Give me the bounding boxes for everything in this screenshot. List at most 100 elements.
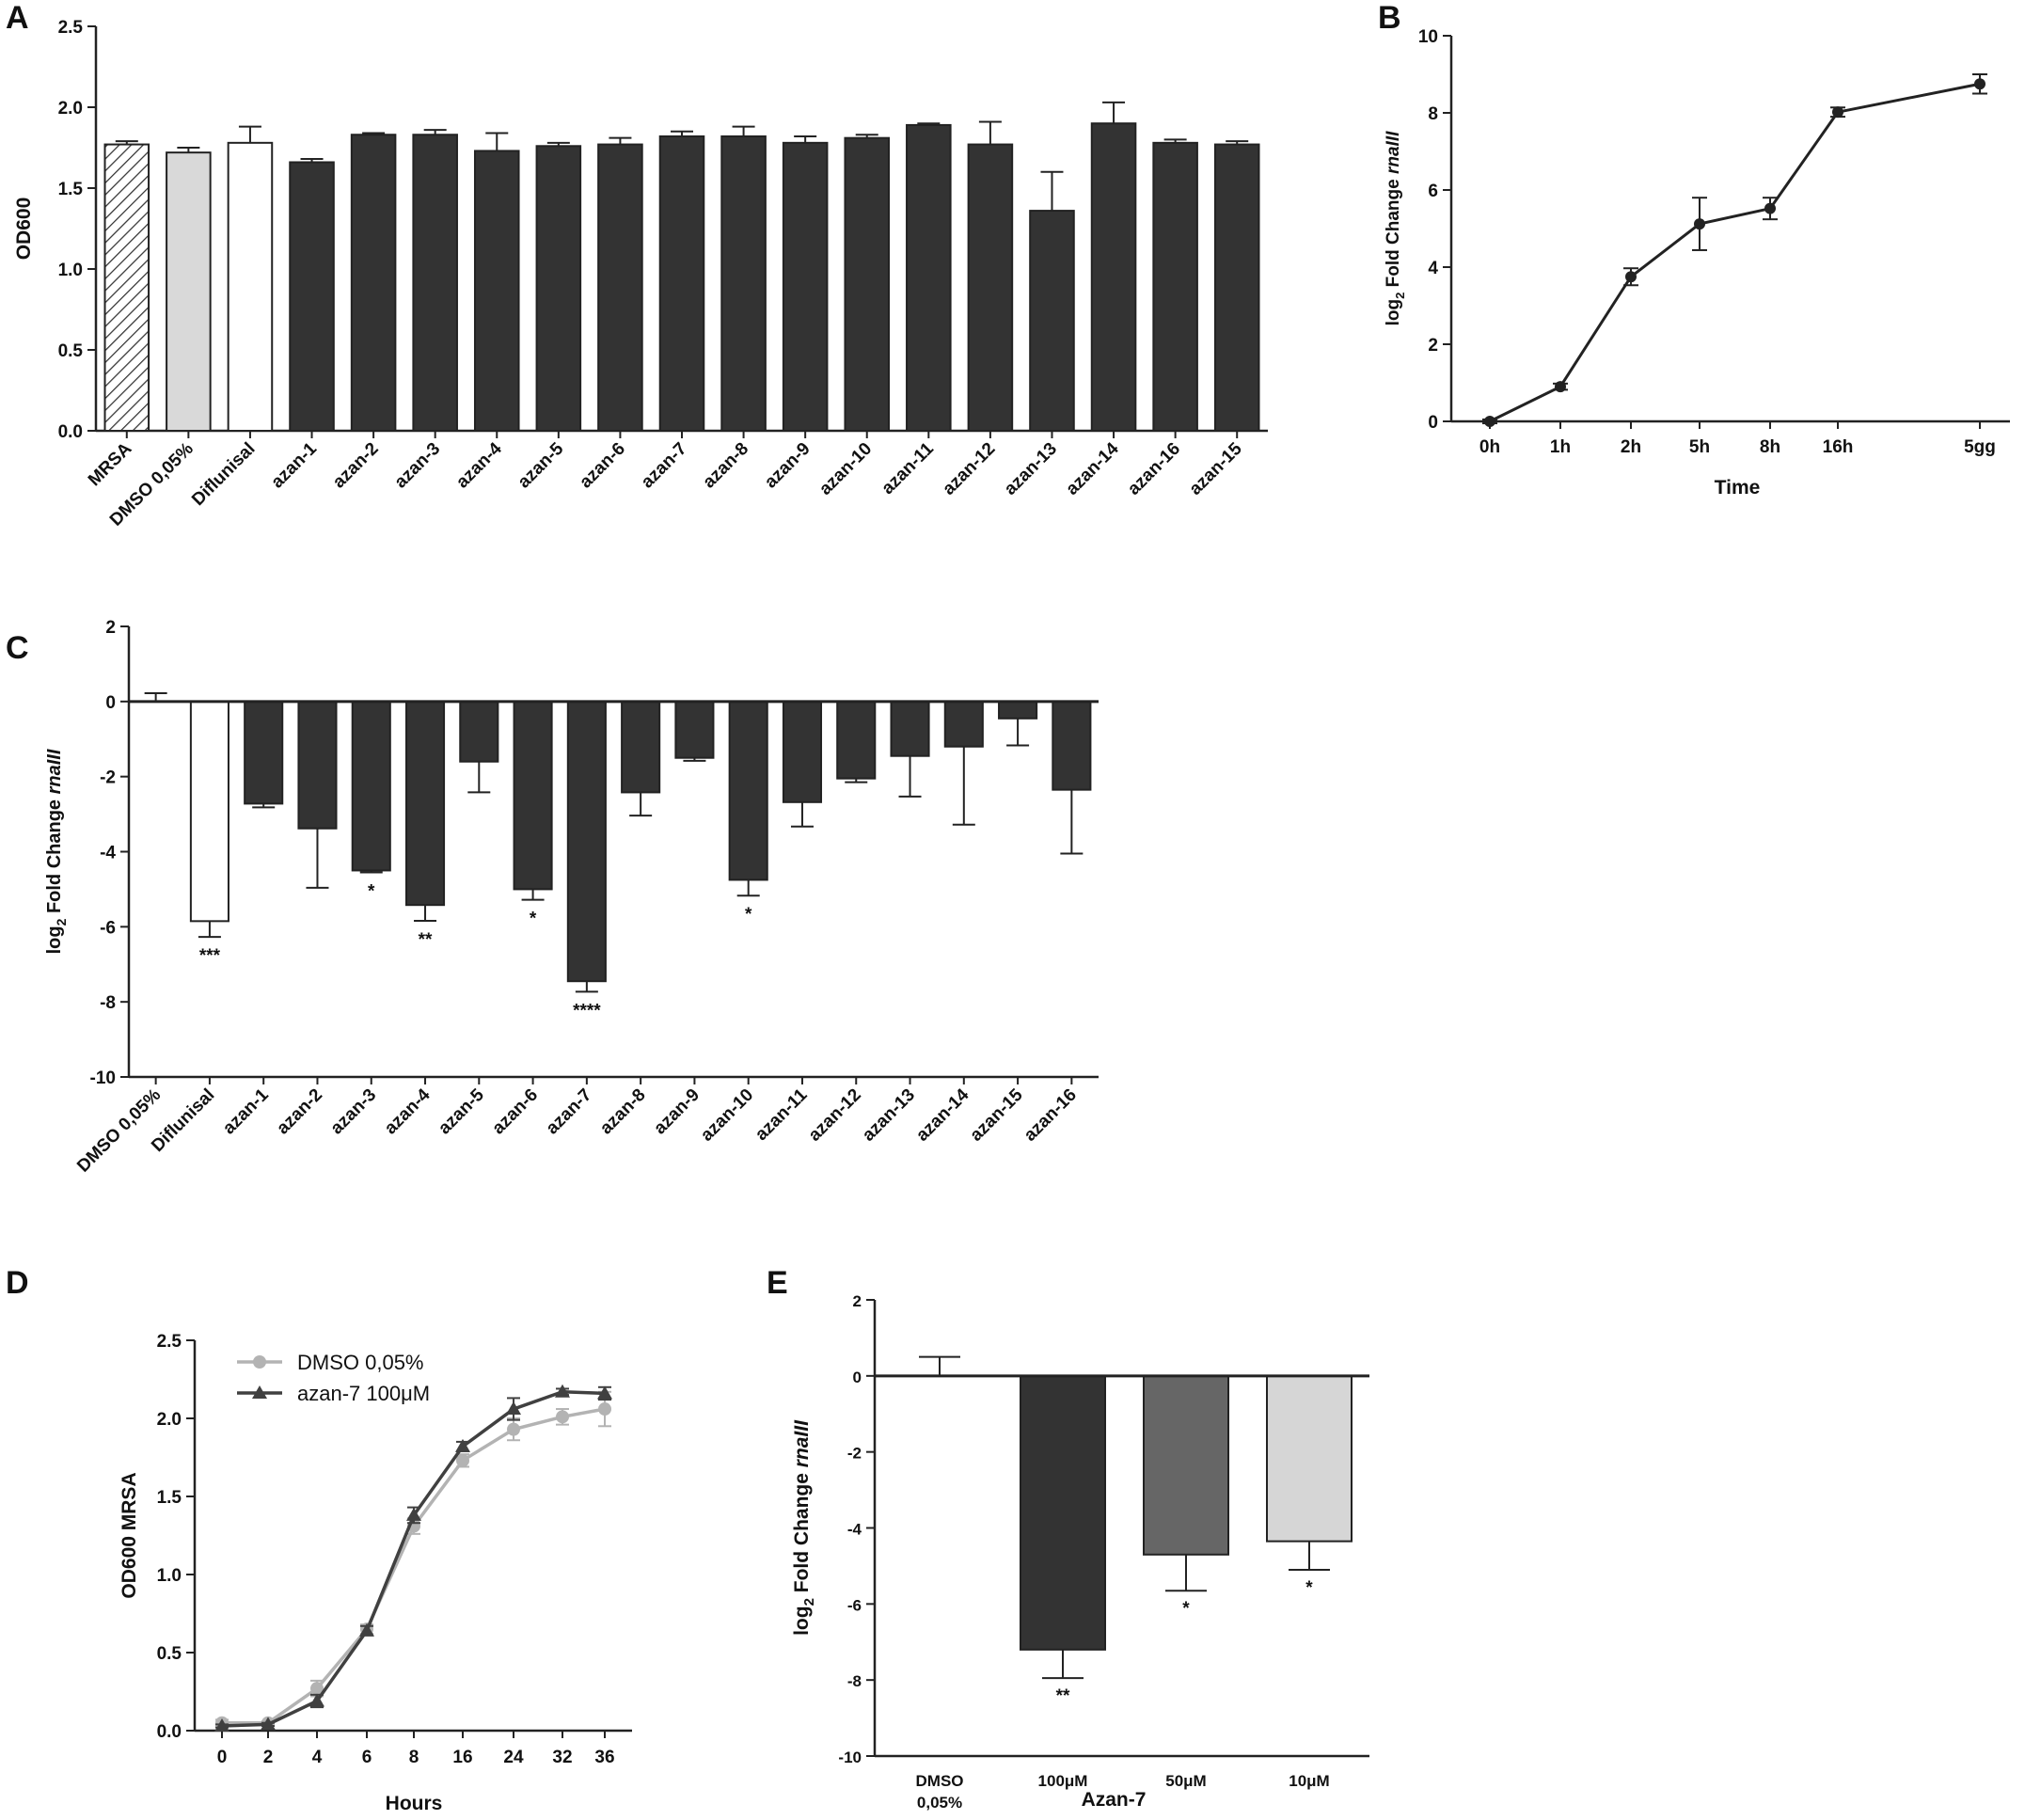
x-tick-label: azan-8 [596,1085,650,1139]
data-point [214,1718,229,1733]
x-tick-label: 5h [1689,437,1710,457]
y-tick-label: -8 [847,1672,862,1690]
x-tick-label: 0h [1479,437,1500,457]
x-tick-label: azan-1 [267,438,321,492]
bar [103,143,150,432]
x-tick-label: 0 [217,1748,228,1767]
x-tick-label: 8 [409,1748,419,1767]
x-axis-label: Azan-7 [1082,1789,1147,1811]
significance-marker: * [1305,1578,1313,1598]
x-tick-label: 2 [263,1748,274,1767]
x-tick-label: azan-15 [1186,438,1246,499]
x-tick-label: DMSO 0,05% [73,1085,165,1177]
bar [227,141,274,432]
y-tick-label: 0 [853,1369,862,1386]
x-tick-label: 16 [452,1748,472,1767]
y-tick-label: 1.0 [58,261,83,280]
y-tick-label: 0 [105,693,116,713]
x-tick-label: azan-14 [912,1084,973,1145]
y-tick-label: -10 [838,1749,862,1766]
legend-marker [252,1385,267,1399]
bar [459,700,499,763]
bar [658,135,705,433]
bar [351,700,391,872]
legend-label: DMSO 0,05% [297,1351,424,1374]
bar [906,123,952,432]
x-axis-label: Hours [386,1793,443,1814]
bar [943,700,984,748]
data-point [456,1453,469,1467]
y-axis-label-text: Fold Change [791,1467,813,1598]
bar [404,700,446,907]
x-tick-label: azan-7 [543,1085,596,1139]
y-tick-label: 2.0 [157,1410,182,1430]
y-axis-label-log: log [1384,299,1403,326]
bar [166,151,212,432]
bar [535,145,582,432]
bar [782,141,829,432]
y-tick-label: 1.5 [58,180,84,199]
bar [1020,1374,1106,1651]
significance-marker: * [745,905,752,925]
y-tick-label: -6 [847,1596,862,1614]
x-tick-label: 8h [1760,437,1780,457]
data-point [1974,78,1985,90]
y-tick-label: -6 [100,918,116,938]
x-tick-label: azan-6 [488,1085,542,1139]
data-point [556,1410,569,1424]
data-point [310,1682,324,1696]
y-axis-label-subscript: 2 [801,1598,817,1606]
x-tick-label: 6 [362,1748,372,1767]
y-tick-label: 1.5 [157,1488,182,1508]
panel-letter-a: A [6,0,29,36]
y-axis-label-gene: rnaIII [44,749,65,794]
y-tick-label: 1.0 [157,1566,182,1586]
y-axis-label-log: log [791,1606,813,1636]
data-point [507,1422,520,1436]
data-point [406,1507,421,1521]
significance-marker: * [1182,1599,1190,1619]
data-point [506,1401,521,1416]
x-tick-label: azan-12 [939,439,999,499]
x-tick-label: 50μM [1165,1772,1206,1790]
x-tick-label: azan-10 [815,439,876,499]
significance-marker: * [530,910,537,929]
x-tick-label: 32 [552,1748,572,1767]
y-axis-label: OD600 [13,198,35,261]
y-tick-label: 8 [1428,104,1438,124]
bar [1266,1374,1353,1543]
legend-marker [253,1355,266,1369]
bar [412,134,458,433]
panel-letter-e: E [767,1265,788,1301]
bar [297,700,338,830]
x-tick-label: azan-11 [878,438,938,499]
y-tick-label: -10 [90,1068,116,1088]
x-tick-label: Diflunisal [188,439,259,510]
y-tick-label: 0.0 [157,1722,182,1742]
significance-marker: ** [419,930,433,950]
x-tick-label: 0,05% [917,1794,962,1812]
panel-letter-c: C [6,630,29,666]
bar [1090,122,1137,432]
series-line [222,1407,606,1725]
y-axis-label-log: log [44,926,65,954]
x-tick-label: azan-3 [327,1085,381,1139]
y-axis-label: log2 Fold Change rnaIII [791,1419,817,1636]
x-tick-label: 10μM [1289,1772,1329,1790]
data-point [1625,271,1637,283]
y-tick-label: 2.5 [157,1332,182,1352]
bar [1143,1374,1229,1556]
significance-marker: * [368,881,375,901]
y-axis-label: log2 Fold Change rnaIII [44,749,69,954]
bar [1152,141,1198,432]
y-tick-label: 2 [1428,336,1438,356]
bar [728,700,768,881]
bar [1029,210,1075,432]
data-point [1555,381,1566,393]
y-tick-label: 0.5 [58,341,84,361]
y-axis-label-gene: rnaIII [791,1419,813,1467]
bar [244,700,284,805]
